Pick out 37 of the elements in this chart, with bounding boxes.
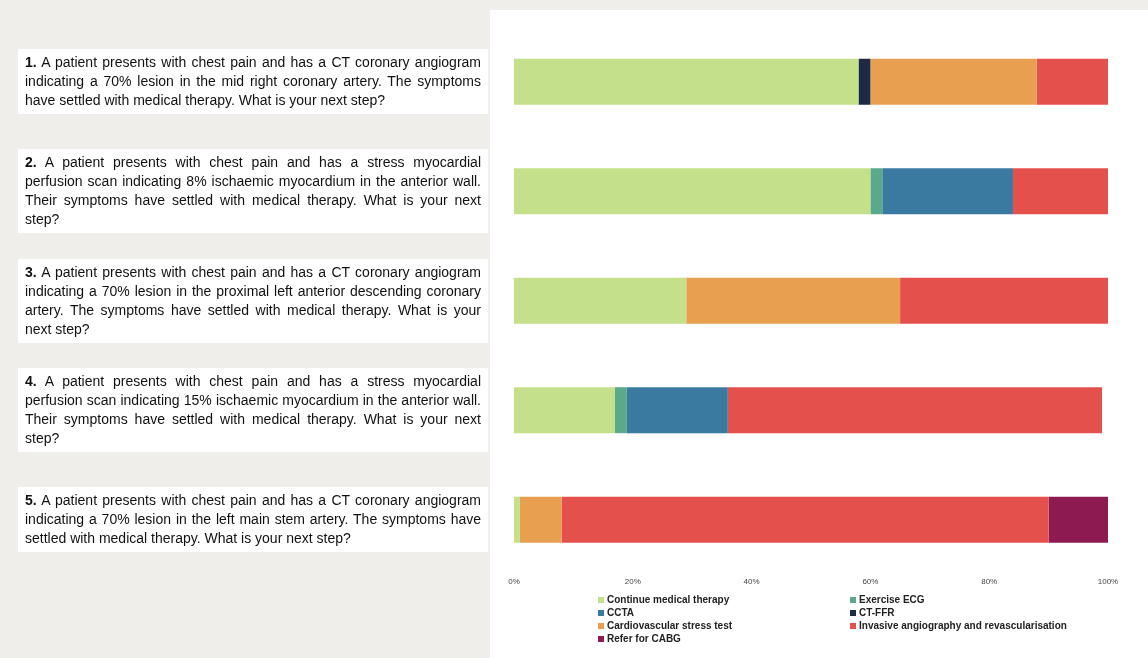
- y-tick-label: 5. A patient presents with chest pain and has a CT coronary angiogram indicating a 70% lesion in the left main stem artery. The symptoms have settled with medical therapy. What is your next step?: [18, 487, 488, 553]
- bar: [1036, 58, 1108, 105]
- bar: [514, 277, 687, 324]
- bar: [870, 168, 883, 215]
- bar: [858, 58, 871, 105]
- bar: [626, 387, 728, 434]
- bar: [514, 387, 615, 434]
- bar: [1012, 168, 1108, 215]
- legend-label: Continue medical therapy: [606, 594, 731, 605]
- bar: [882, 168, 1013, 215]
- legend-label: CT-FFR: [858, 607, 896, 618]
- y-tick-label: 3. A patient presents with chest pain and has a CT coronary angiogram indicating a 70% lesion in the proximal left anterior descending coronary artery. The symptoms have settled with medical therapy. What is your next step?: [18, 258, 488, 343]
- bar: [519, 496, 562, 543]
- bar: [1048, 496, 1108, 543]
- bar: [870, 58, 1037, 105]
- legend-label: Invasive angiography and revascularisation: [858, 620, 1068, 631]
- x-tick-label: 80%: [981, 577, 998, 587]
- bar: [727, 387, 1103, 434]
- bar: [514, 168, 871, 215]
- legend-label: Cardiovascular stress test: [606, 620, 734, 631]
- x-tick-label: 100%: [1097, 577, 1119, 587]
- legend-label: Exercise ECG: [858, 594, 926, 605]
- y-tick-label: 1. A patient presents with chest pain and has a CT coronary angiogram indicating a 70% lesion in the mid right coronary artery. The symptoms have settled with medical therapy. What is your next step?: [18, 49, 488, 115]
- bar: [514, 496, 520, 543]
- x-tick-label: 40%: [743, 577, 760, 587]
- bar: [686, 277, 901, 324]
- bar: [514, 58, 859, 105]
- legend-label: CCTA: [606, 607, 636, 618]
- x-tick-label: 20%: [624, 577, 641, 587]
- y-tick-label: 2. A patient presents with chest pain and has a stress myocardial perfusion scan indicating 8% ischaemic myocardium in the anterior wall. Their symptoms have settled with medical therapy. What is your next step?: [18, 149, 488, 234]
- legend-label: Refer for CABG: [606, 633, 682, 644]
- y-tick-label: 4. A patient presents with chest pain and has a stress myocardial perfusion scan indicating 15% ischaemic myocardium in the anterior wall. Their symptoms have settled with medical therapy. What is your next step?: [18, 368, 488, 453]
- x-tick-label: 60%: [862, 577, 879, 587]
- x-tick-label: 0%: [508, 577, 520, 587]
- bar: [900, 277, 1108, 324]
- bar: [561, 496, 1049, 543]
- bar: [614, 387, 627, 434]
